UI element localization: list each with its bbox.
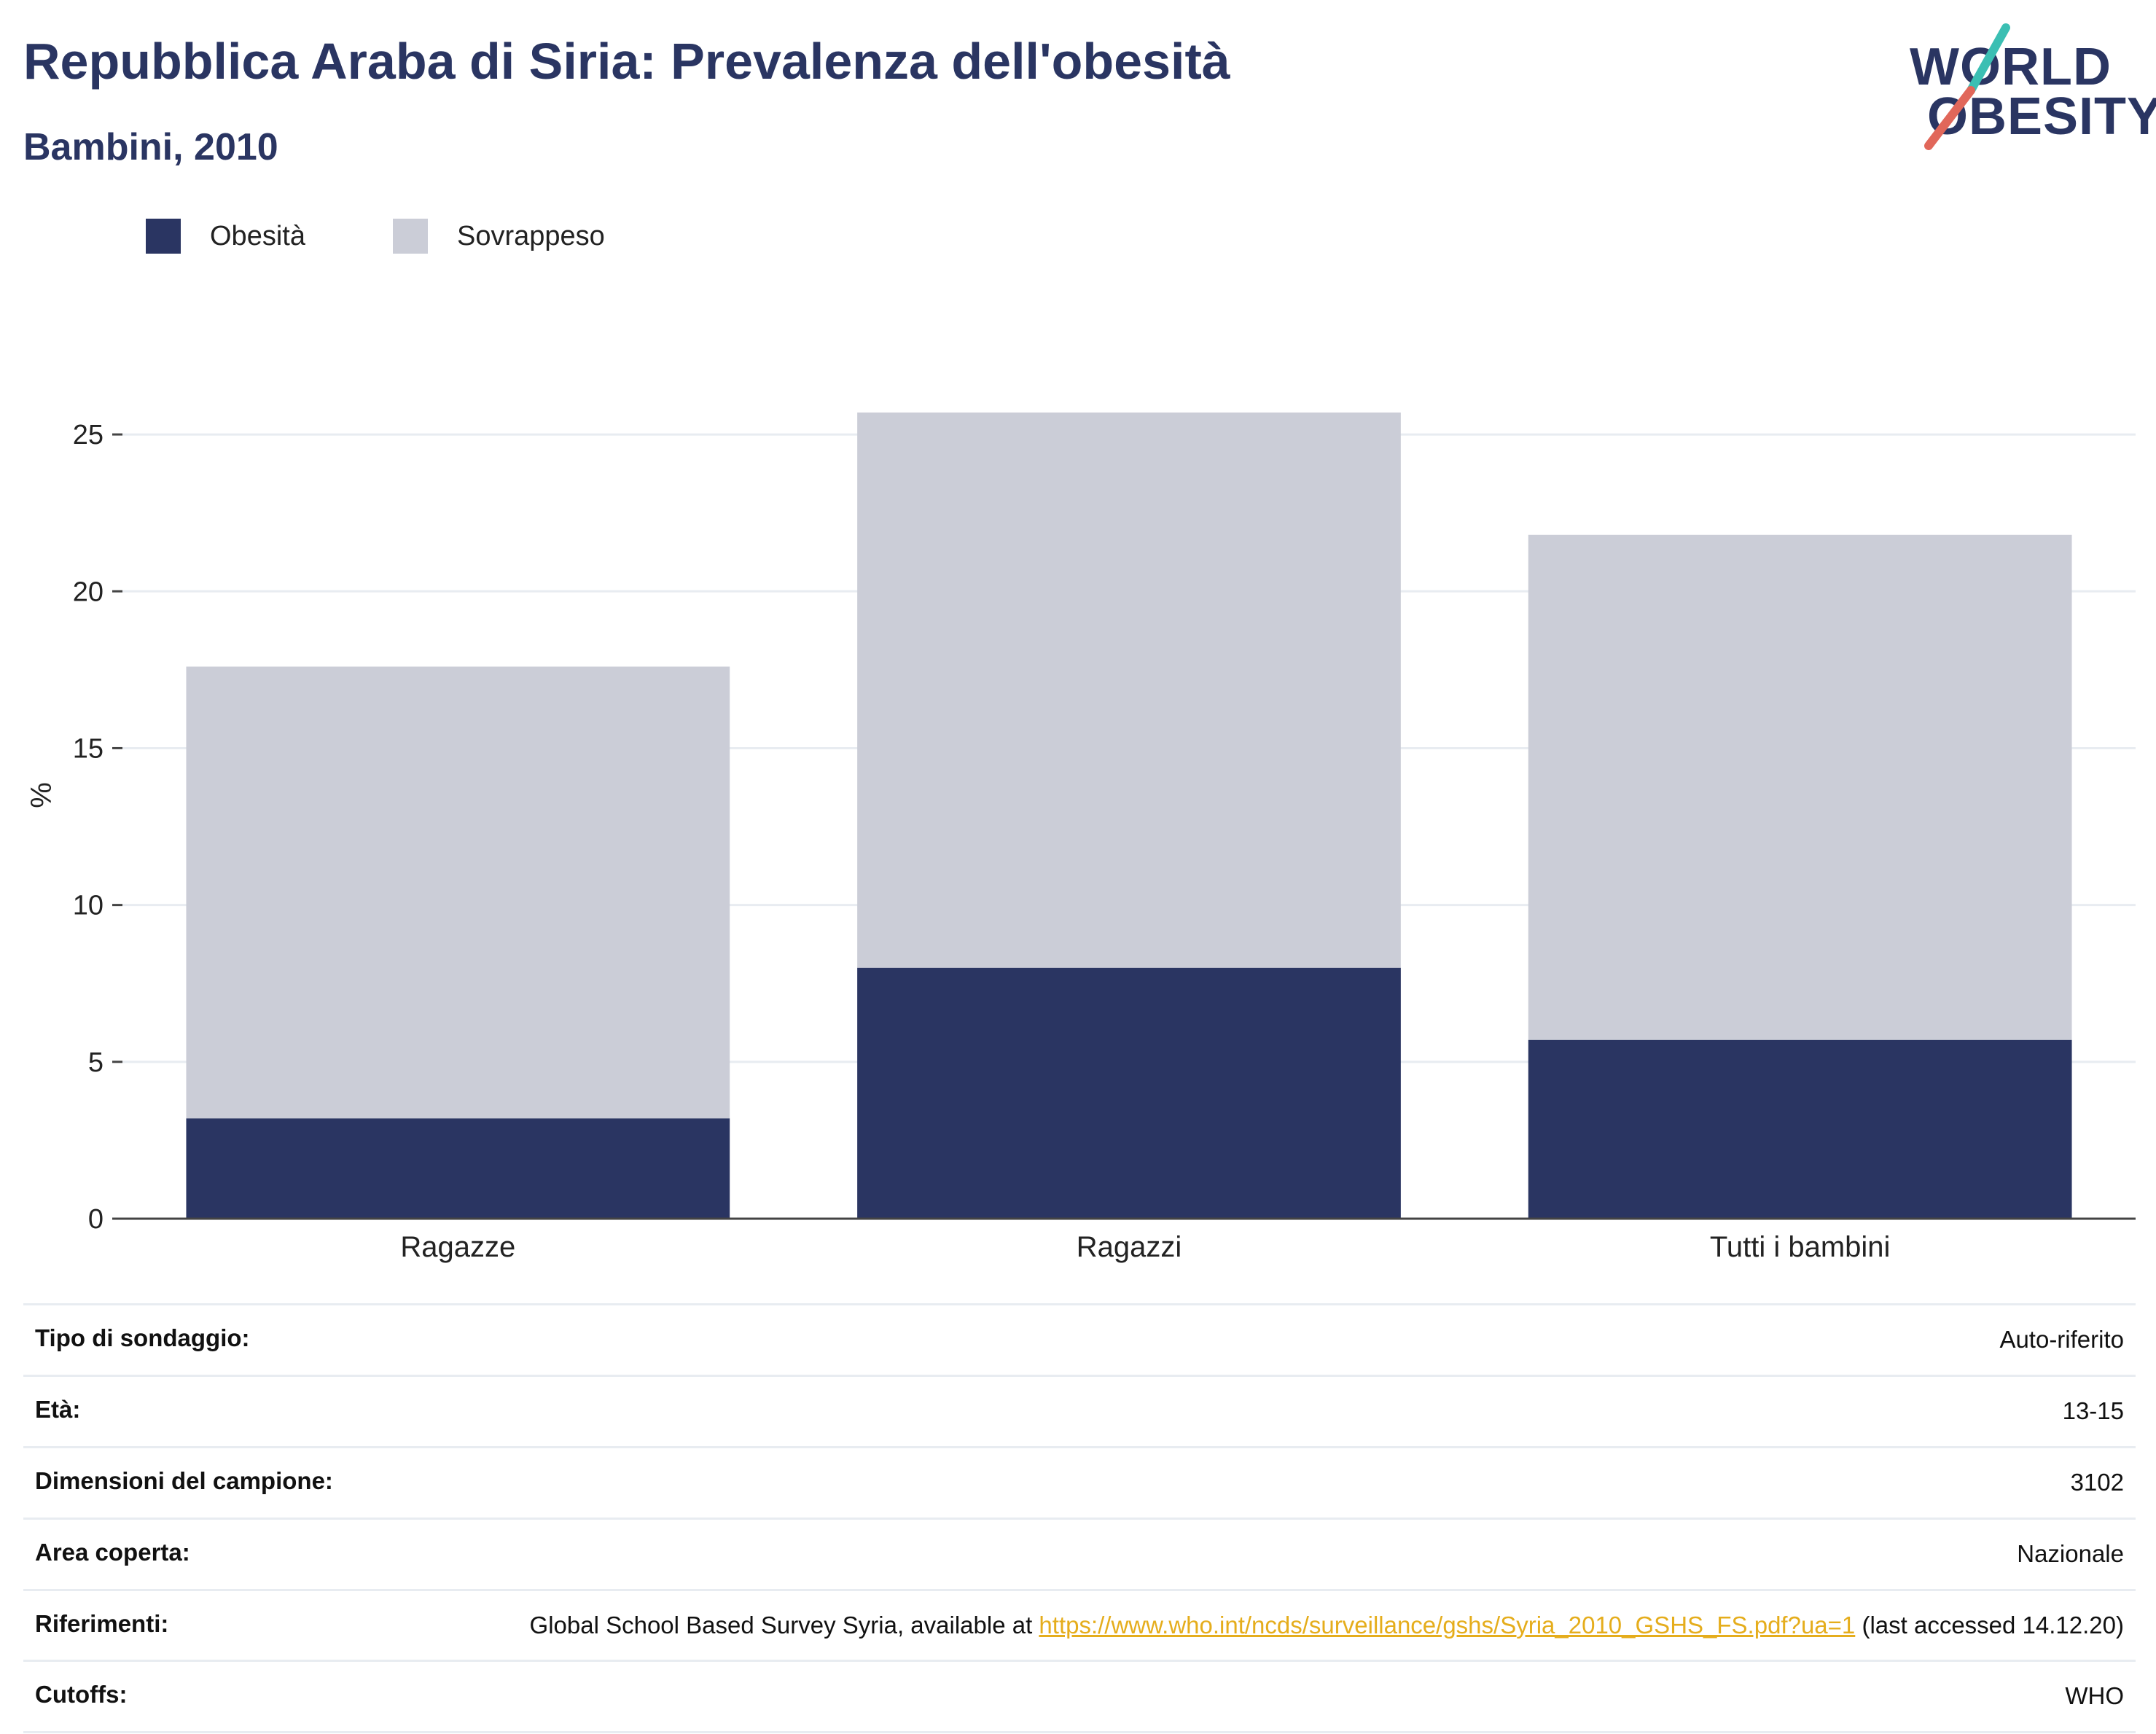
info-row-cutoffs: Cutoffs: WHO [23,1660,2136,1734]
info-key: Area coperta: [23,1517,374,1591]
info-value: Auto-riferito [373,1303,2136,1377]
x-tick-label: Tutti i bambini [1710,1231,1891,1263]
info-key: Riferimenti: [23,1588,374,1663]
x-tick-label: Ragazze [400,1231,515,1263]
y-tick-label: 15 [73,733,103,764]
info-key: Cutoffs: [23,1660,374,1734]
info-row-area: Area coperta: Nazionale [23,1517,2136,1591]
bar-segment [857,412,1401,968]
info-key: Dimensioni del campione: [23,1445,374,1520]
info-key: Età: [23,1374,374,1448]
info-value: 13-15 [373,1374,2136,1448]
info-value: 3102 [373,1445,2136,1520]
info-value: WHO [373,1660,2136,1734]
y-axis-label: % [26,782,58,808]
bar-chart: 0 5 10 15 20 25% Ragazze Ragazzi Tutti i bambini [26,412,2136,1263]
y-tick-label: 20 [73,577,103,607]
logo-slash-icon [1924,23,2010,150]
logo-text-world: WORLD [1910,38,2112,96]
x-tick-label: Ragazzi [1077,1231,1182,1263]
legend-label: Sovrappeso [456,220,605,251]
info-row-references: Riferimenti: Global School Based Survey … [23,1588,2136,1663]
chart-legend: Obesità Sovrappeso [146,216,692,257]
page-title: Repubblica Araba di Siria: Prevalenza de… [23,33,1230,90]
legend-swatch [146,219,181,254]
y-tick-label: 0 [88,1204,103,1235]
bar-segment [1528,534,2072,1040]
reference-link[interactable]: https://www.who.int/ncds/surveillance/gs… [1039,1611,1856,1639]
y-tick-label: 5 [88,1047,103,1078]
y-tick-label: 10 [73,891,103,921]
legend-item-sovrappeso[interactable]: Sovrappeso [392,219,605,254]
world-obesity-logo: WORLD OBESITY [1895,22,2156,153]
reference-text: Global School Based Survey Syria, availa… [529,1611,1039,1639]
legend-swatch [392,219,428,254]
bar-segment [186,666,730,1119]
legend-label: Obesità [210,220,305,251]
page-subtitle: Bambini, 2010 [23,126,278,168]
y-tick-label: 25 [73,420,103,450]
reference-accessed: (last accessed 14.12.20) [1855,1611,2124,1639]
info-row-age: Età: 13-15 [23,1374,2136,1448]
bar-segment [186,1118,730,1219]
bar-segment [857,967,1401,1219]
info-row-survey-type: Tipo di sondaggio: Auto-riferito [23,1303,2136,1377]
info-key: Tipo di sondaggio: [23,1303,374,1377]
survey-info-table: Tipo di sondaggio: Auto-riferito Età: 13… [23,1303,2136,1734]
info-value: Global School Based Survey Syria, availa… [373,1588,2136,1663]
info-value: Nazionale [373,1517,2136,1591]
legend-item-obesita[interactable]: Obesità [146,219,305,254]
info-row-sample-size: Dimensioni del campione: 3102 [23,1445,2136,1520]
bar-segment [1528,1039,2072,1219]
